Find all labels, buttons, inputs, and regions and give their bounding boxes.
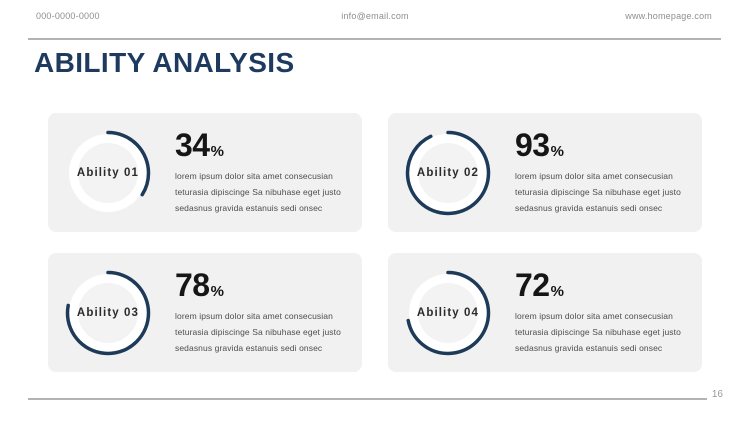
description-line: sedasnus gravida estanuis sedi onsec [175, 203, 323, 213]
ability-label: Ability 02 [416, 166, 480, 179]
ring-center [78, 282, 138, 343]
ability-label: Ability 04 [416, 306, 480, 319]
card-description: lorem ipsum dolor sita amet consecusian … [175, 168, 341, 216]
ability-card-4: Ability 04 72% lorem ipsum dolor sita am… [388, 253, 702, 372]
ring-arc [405, 270, 491, 355]
ability-card-2: Ability 02 93% lorem ipsum dolor sita am… [388, 113, 702, 232]
percent-value: 93 [515, 127, 550, 163]
description-line: teturasia dipiscinge Sa nibuhase eget ju… [175, 187, 341, 197]
ability-label: Ability 01 [76, 166, 140, 179]
percent-sign: % [550, 143, 564, 160]
progress-ring-3: Ability 03 [65, 270, 151, 356]
percent-row: 34% [175, 129, 341, 161]
ability-label: Ability 03 [76, 306, 140, 319]
description-line: teturasia dipiscinge Sa nibuhase eget ju… [515, 187, 681, 197]
description-line: lorem ipsum dolor sita amet consecusian [175, 171, 333, 181]
website-url: www.homepage.com [625, 11, 712, 21]
description-line: lorem ipsum dolor sita amet consecusian [515, 311, 673, 321]
ring-center [418, 142, 478, 203]
description-line: lorem ipsum dolor sita amet consecusian [515, 171, 673, 181]
ring-center [78, 142, 138, 203]
description-line: sedasnus gravida estanuis sedi onsec [515, 343, 663, 353]
page-title: ABILITY ANALYSIS [34, 47, 295, 78]
percent-sign: % [210, 283, 224, 300]
percent-value: 34 [175, 127, 210, 163]
description-line: lorem ipsum dolor sita amet consecusian [175, 311, 333, 321]
progress-ring-2: Ability 02 [405, 130, 491, 216]
progress-ring-1: Ability 01 [65, 130, 151, 216]
email-address: info@email.com [341, 11, 409, 21]
ring-arc-svg [405, 130, 491, 215]
ring-arc [65, 130, 151, 215]
description-line: sedasnus gravida estanuis sedi onsec [515, 203, 663, 213]
ability-card-1: Ability 01 34% lorem ipsum dolor sita am… [48, 113, 362, 232]
phone-number: 000-0000-0000 [36, 11, 100, 21]
ability-card-3: Ability 03 78% lorem ipsum dolor sita am… [48, 253, 362, 372]
card-body: 72% lorem ipsum dolor sita amet consecus… [515, 269, 681, 356]
ring-center [418, 282, 478, 343]
card-body: 78% lorem ipsum dolor sita amet consecus… [175, 269, 341, 356]
card-body: 93% lorem ipsum dolor sita amet consecus… [515, 129, 681, 216]
page-number: 16 [711, 389, 723, 400]
percent-row: 72% [515, 269, 681, 301]
card-body: 34% lorem ipsum dolor sita amet consecus… [175, 129, 341, 216]
ability-cards-grid: Ability 01 34% lorem ipsum dolor sita am… [48, 113, 702, 372]
description-line: sedasnus gravida estanuis sedi onsec [175, 343, 323, 353]
footer-divider [28, 398, 707, 400]
percent-row: 78% [175, 269, 341, 301]
header-divider [28, 38, 721, 40]
description-line: teturasia dipiscinge Sa nibuhase eget ju… [175, 327, 341, 337]
ring-arc [405, 130, 491, 215]
percent-sign: % [210, 143, 224, 160]
description-line: teturasia dipiscinge Sa nibuhase eget ju… [515, 327, 681, 337]
ring-arc-svg [65, 130, 151, 215]
card-description: lorem ipsum dolor sita amet consecusian … [175, 308, 341, 356]
ring-arc-svg [65, 270, 151, 355]
ring-arc-svg [405, 270, 491, 355]
percent-sign: % [550, 283, 564, 300]
percent-row: 93% [515, 129, 681, 161]
percent-value: 72 [515, 267, 550, 303]
card-description: lorem ipsum dolor sita amet consecusian … [515, 168, 681, 216]
progress-ring-4: Ability 04 [405, 270, 491, 356]
percent-value: 78 [175, 267, 210, 303]
card-description: lorem ipsum dolor sita amet consecusian … [515, 308, 681, 356]
ring-arc [65, 270, 151, 355]
